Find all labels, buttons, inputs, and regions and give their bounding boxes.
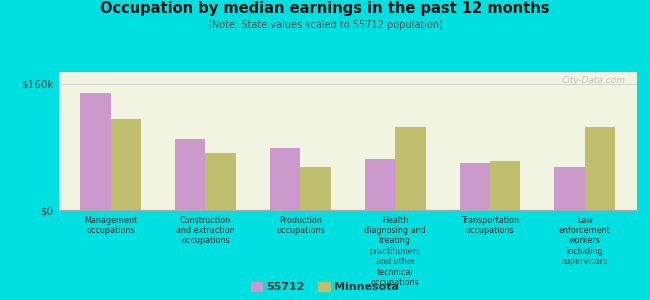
Bar <box>490 161 521 210</box>
Bar <box>270 148 300 210</box>
Bar <box>395 127 426 210</box>
Bar <box>460 163 490 210</box>
Text: Occupation by median earnings in the past 12 months: Occupation by median earnings in the pas… <box>100 2 550 16</box>
Bar <box>365 159 395 210</box>
Bar <box>300 167 331 210</box>
Text: City-Data.com: City-Data.com <box>562 76 625 85</box>
Text: (Note: State values scaled to 55712 population): (Note: State values scaled to 55712 popu… <box>207 20 443 29</box>
Bar <box>585 127 615 210</box>
Legend: 55712, Minnesota: 55712, Minnesota <box>249 280 401 294</box>
Bar <box>175 139 205 210</box>
Bar <box>205 153 236 210</box>
Bar <box>554 167 585 210</box>
Bar <box>81 93 110 210</box>
Bar <box>111 119 141 210</box>
